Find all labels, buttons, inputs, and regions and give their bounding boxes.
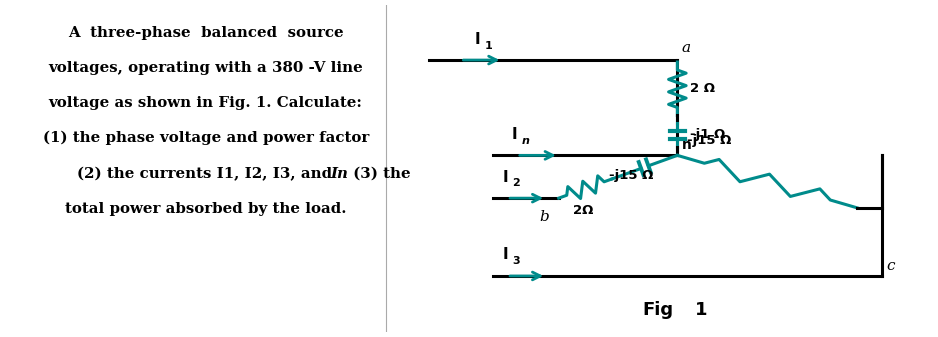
Text: -j15 Ω: -j15 Ω	[610, 169, 654, 182]
Text: 2 Ω: 2 Ω	[690, 82, 715, 95]
Text: (2) the currents I1, I2, I3, and: (2) the currents I1, I2, I3, and	[77, 167, 338, 181]
Text: 2Ω: 2Ω	[573, 204, 594, 217]
Text: 1: 1	[485, 41, 492, 51]
Text: total power absorbed by the load.: total power absorbed by the load.	[65, 202, 346, 216]
Text: voltage as shown in Fig. 1. Calculate:: voltage as shown in Fig. 1. Calculate:	[49, 96, 363, 110]
Text: n: n	[522, 136, 530, 146]
Text: (3) the: (3) the	[348, 167, 411, 181]
Text: 2: 2	[512, 178, 520, 188]
Text: b: b	[539, 210, 549, 224]
Text: I: I	[512, 127, 518, 142]
Text: I: I	[503, 247, 508, 262]
Text: -j15 Ω: -j15 Ω	[688, 134, 732, 147]
Text: A  three-phase  balanced  source: A three-phase balanced source	[68, 26, 343, 40]
Text: I: I	[503, 170, 508, 185]
Text: a: a	[681, 41, 690, 55]
Text: n: n	[682, 139, 692, 152]
Text: 1: 1	[695, 301, 708, 319]
Text: (2) the currents I1, I2, I3, and In (3) the: (2) the currents I1, I2, I3, and In (3) …	[35, 167, 376, 181]
Text: -j1 Ω: -j1 Ω	[690, 128, 725, 142]
Text: (1) the phase voltage and power factor: (1) the phase voltage and power factor	[42, 131, 369, 145]
Text: I: I	[475, 32, 480, 48]
Text: Fig: Fig	[643, 301, 673, 319]
Text: c: c	[886, 259, 895, 273]
Text: 3: 3	[512, 256, 520, 266]
Text: In: In	[330, 167, 348, 181]
Text: voltages, operating with a 380 -V line: voltages, operating with a 380 -V line	[49, 61, 363, 75]
